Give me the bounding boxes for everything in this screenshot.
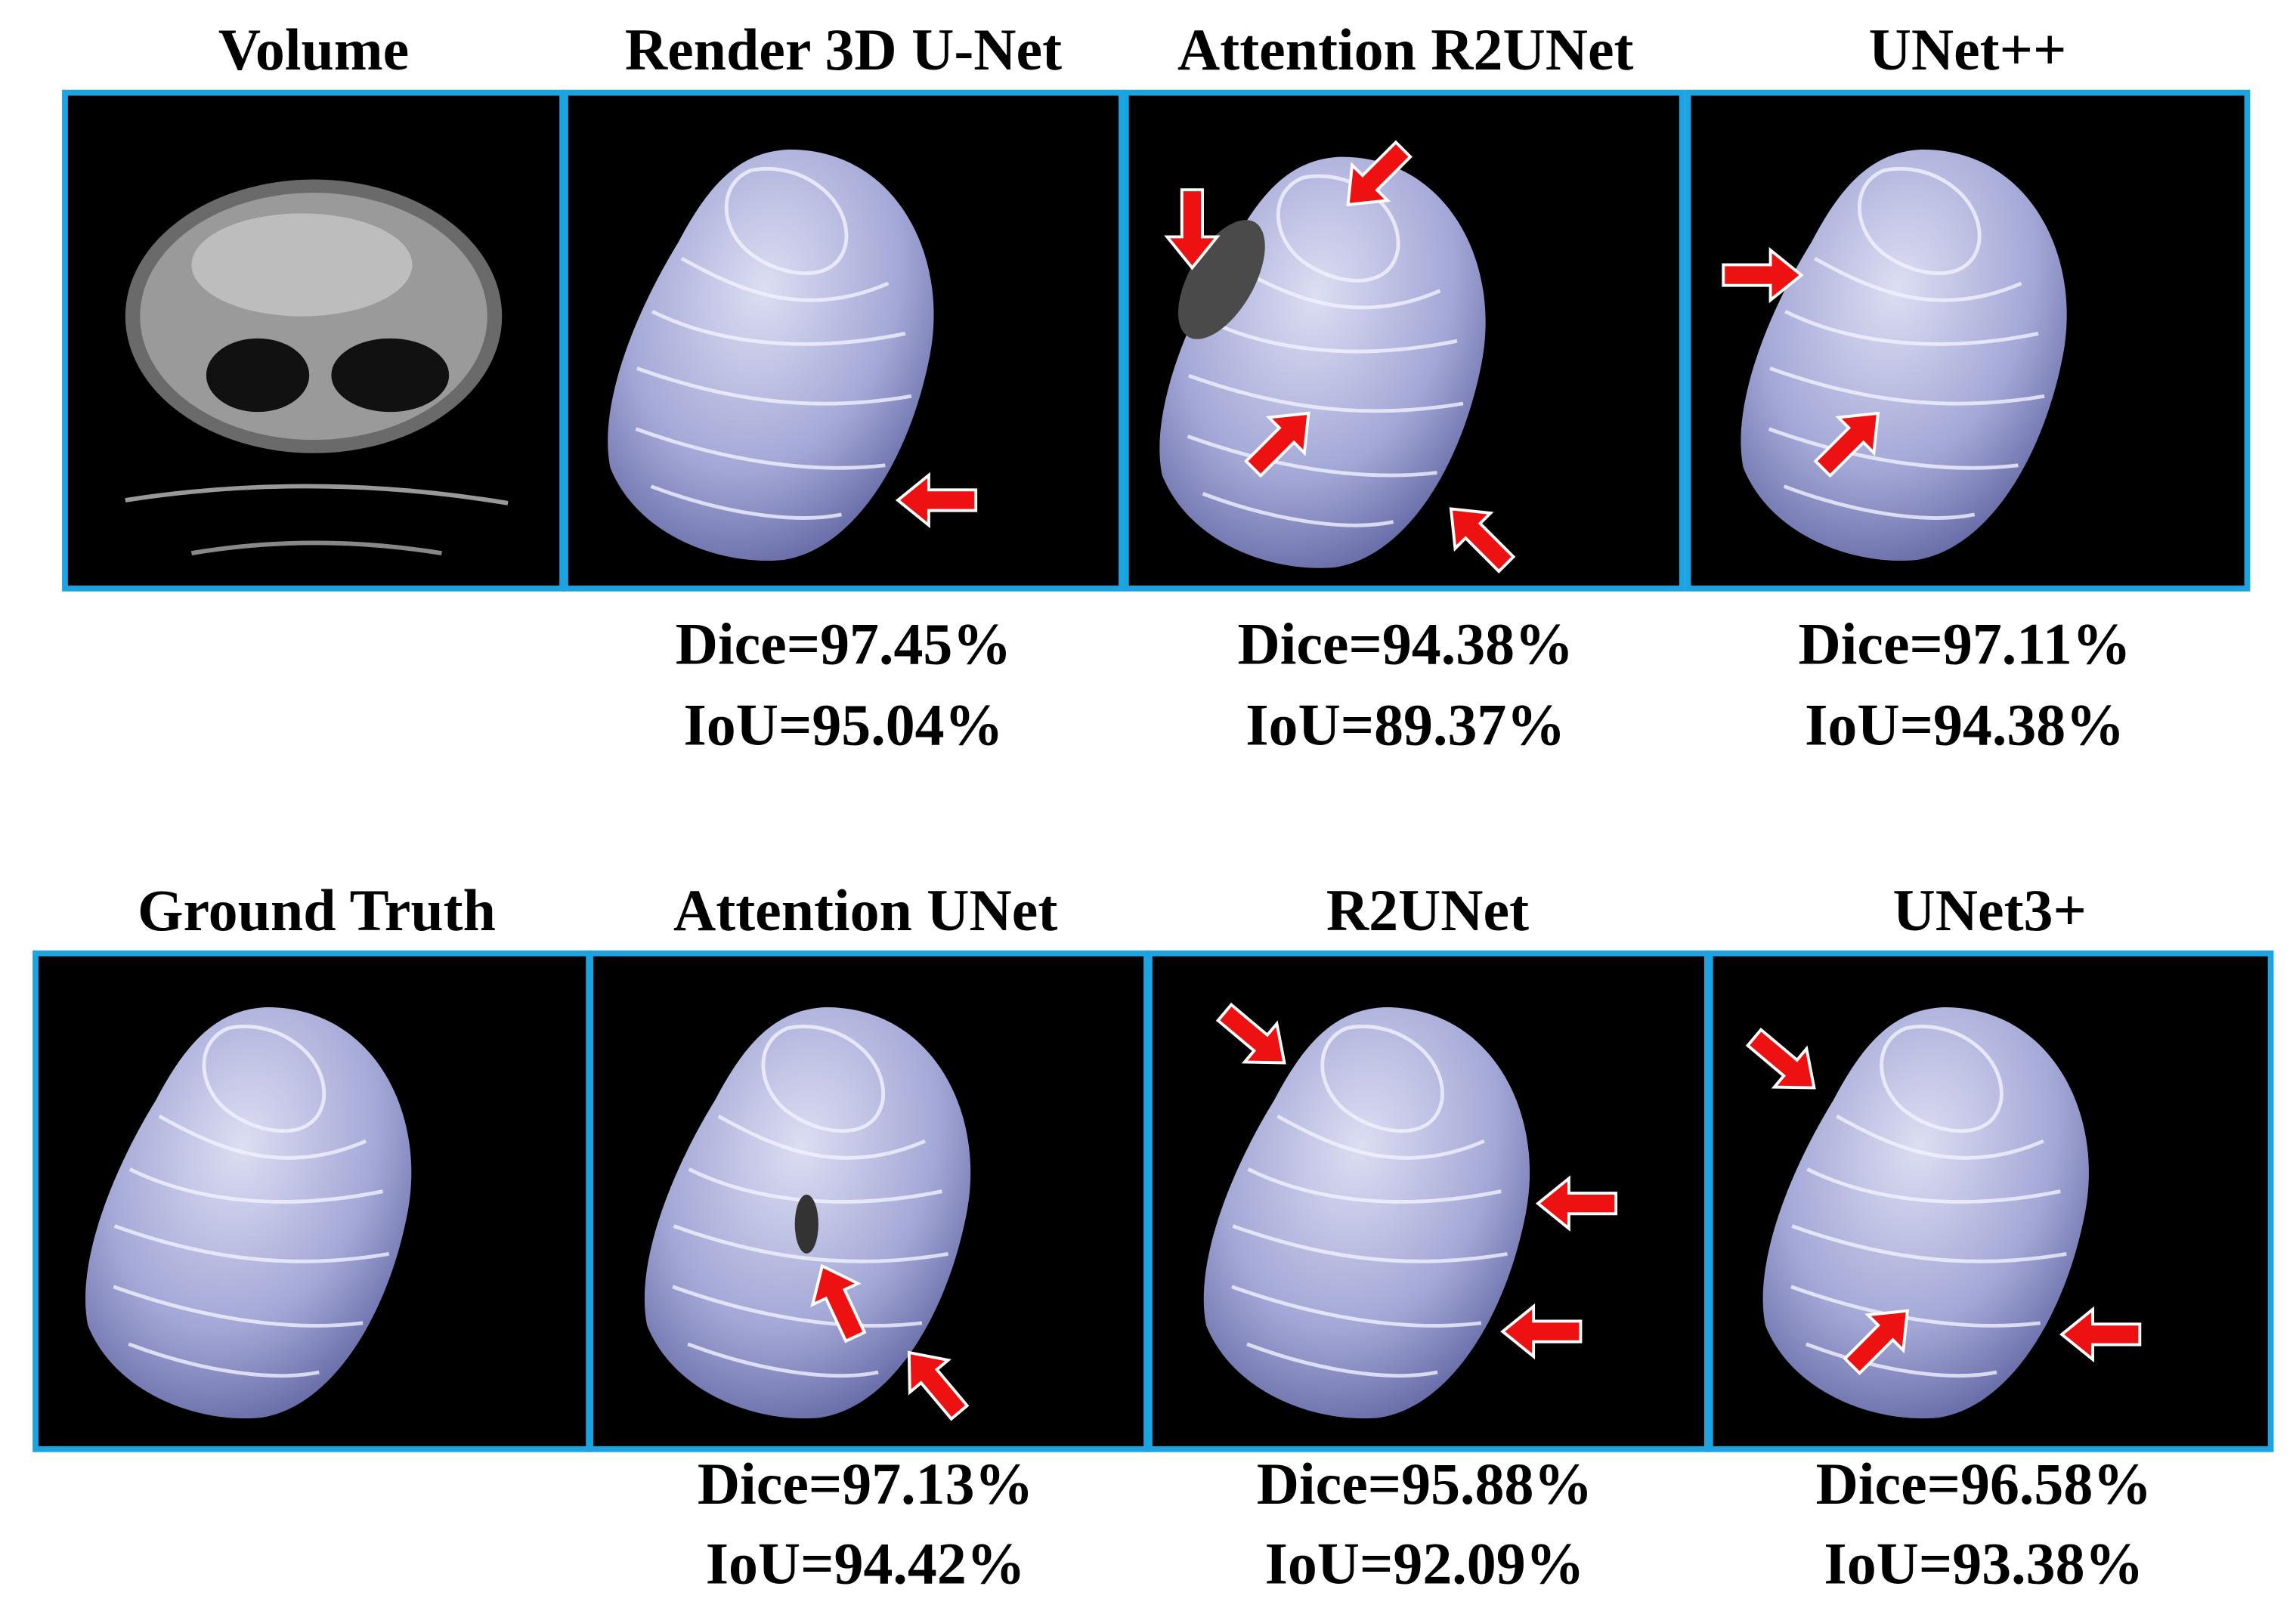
att-unet-panel [587,950,1150,1452]
panel-title: R2UNet [1326,878,1529,943]
iou: IoU=89.37% [1245,693,1565,758]
iou: IoU=92.09% [1265,1531,1585,1596]
panel-title: Volume [218,17,409,82]
iou: IoU=93.38% [1824,1531,2143,1596]
volume-panel [62,89,565,592]
iou: IoU=94.38% [1805,693,2124,758]
dice: Dice=96.58% [1816,1452,2152,1517]
panel-title: Attention R2UNet [1177,17,1633,82]
dice: Dice=97.11% [1799,611,2131,676]
panel-title: UNet++ [1869,17,2067,82]
unetpp-panel [1685,89,2251,595]
panel-title: Attention UNet [673,878,1057,943]
dice: Dice=97.45% [676,611,1011,676]
att-r2-panel [1122,89,1685,601]
unet3p-panel [1707,950,2274,1452]
dice: Dice=97.13% [698,1452,1033,1517]
dice: Dice=94.38% [1237,611,1573,676]
iou: IoU=95.04% [683,693,1003,758]
gt-panel [32,950,593,1452]
panel-title: UNet3+ [1893,878,2087,943]
iou: IoU=94.42% [706,1531,1026,1596]
panel-title: Render 3D U-Net [625,17,1062,82]
dice: Dice=95.88% [1257,1452,1592,1517]
r2unet-panel [1146,950,1710,1452]
render-panel [562,89,1125,595]
panel-title: Ground Truth [138,878,496,943]
